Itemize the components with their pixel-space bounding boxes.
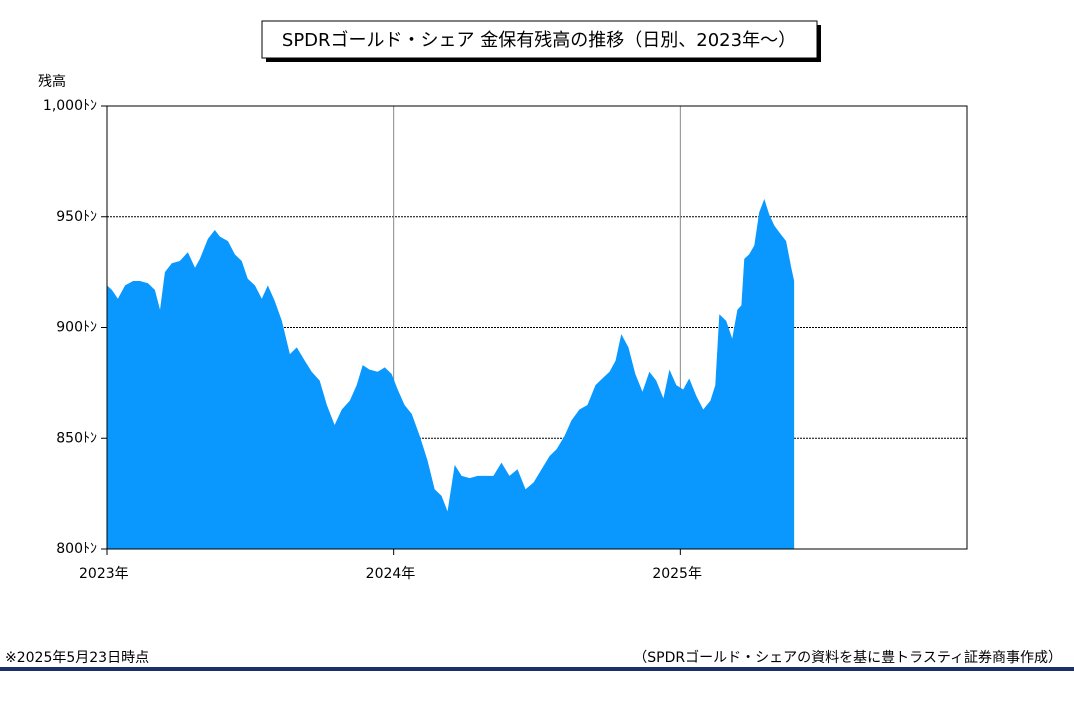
plot-border	[106, 105, 968, 550]
area	[107, 199, 795, 549]
y-axis-label: 残高	[38, 73, 66, 90]
chart-title: SPDRゴールド・シェア 金保有残高の推移（日別、2023年～）	[282, 30, 796, 51]
y-tick-label: 1,000ﾄﾝ	[43, 98, 97, 114]
y-tick-label: 900ﾄﾝ	[56, 320, 97, 336]
footer-rule	[0, 667, 1074, 671]
x-tick-label: 2024年	[366, 566, 416, 582]
x-tick-label: 2023年	[79, 566, 129, 582]
y-tick-label: 950ﾄﾝ	[56, 209, 97, 225]
x-tick-label: 2025年	[652, 566, 702, 582]
note: ※2025年5月23日時点	[5, 650, 149, 666]
y-tick-label: 850ﾄﾝ	[56, 430, 97, 446]
title-box	[261, 20, 818, 59]
source: （SPDRゴールド・シェアの資料を基に豊トラスティ証券商事作成）	[633, 649, 1062, 666]
y-tick-label: 800ﾄﾝ	[56, 541, 97, 557]
